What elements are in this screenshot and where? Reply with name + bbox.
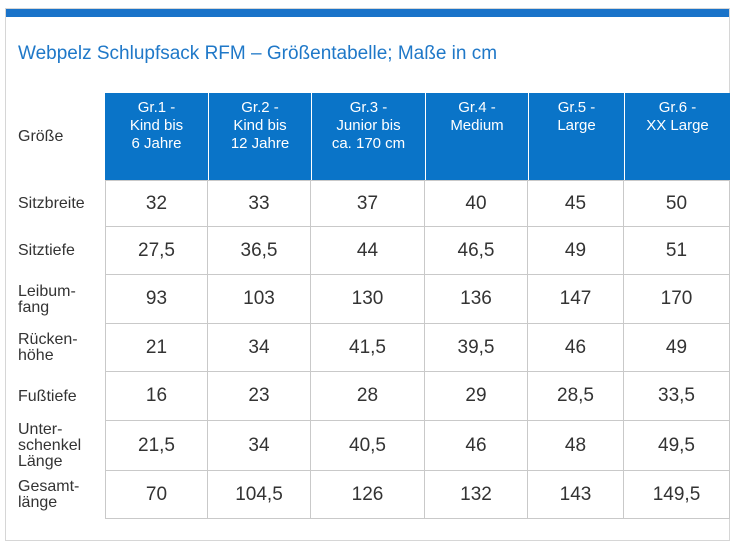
size-chart-card: Webpelz Schlupfsack RFM – Größentabelle;… [5,8,730,541]
table-cell: 21,5 [105,421,208,471]
table-cell: 40 [425,180,528,227]
table-cell: 39,5 [425,324,528,372]
column-header-size-5: Gr.5 - Large [528,93,624,180]
table-cell: 45 [528,180,624,227]
table-cell: 21 [105,324,208,372]
column-header-size-6: Gr.6 - XX Large [624,93,730,180]
column-header-size-3: Gr.3 - Junior bis ca. 170 cm [311,93,425,180]
table-cell: 93 [105,275,208,324]
table-cell: 46 [528,324,624,372]
table-cell: 48 [528,421,624,471]
row-label: Fußtiefe [18,387,77,405]
table-cell: 132 [425,471,528,519]
page-title: Webpelz Schlupfsack RFM – Größentabelle;… [18,43,498,64]
table-cell: 34 [208,324,311,372]
row-label: Sitztiefe [18,242,75,259]
table-cell: 130 [311,275,425,324]
column-header-size-1: Gr.1 - Kind bis 6 Jahre [105,93,208,180]
table-cell: 40,5 [311,421,425,471]
accent-bar [6,9,729,17]
table-cell: 46,5 [425,227,528,275]
table-cell: 103 [208,275,311,324]
row-label: Gesamt- länge [18,478,80,511]
table-cell: 16 [105,372,208,421]
table-cell: 49 [624,324,730,372]
row-label: Leibum- fang [18,282,76,316]
table-cell: 27,5 [105,227,208,275]
table-cell: 126 [311,471,425,519]
table-cell: 32 [105,180,208,227]
table-cell: 29 [425,372,528,421]
table-cell: 46 [425,421,528,471]
row-label: Sitzbreite [18,194,85,212]
row-label: Rücken- höhe [18,331,78,364]
table-cell: 36,5 [208,227,311,275]
column-header-size-2: Gr.2 - Kind bis 12 Jahre [208,93,311,180]
size-table: Größe Gr.1 - Kind bis 6 Jahre Gr.2 - Kin… [15,93,730,519]
table-cell: 37 [311,180,425,227]
table-cell: 50 [624,180,730,227]
table-cell: 28 [311,372,425,421]
size-header-label: Größe [18,127,64,145]
table-cell: 49,5 [624,421,730,471]
table-cell: 51 [624,227,730,275]
table-cell: 33,5 [624,372,730,421]
table-cell: 41,5 [311,324,425,372]
table-cell: 136 [425,275,528,324]
table-cell: 143 [528,471,624,519]
table-cell: 147 [528,275,624,324]
row-label: Unter- schenkel Länge [18,421,82,470]
table-cell: 28,5 [528,372,624,421]
table-cell: 34 [208,421,311,471]
table-cell: 23 [208,372,311,421]
table-cell: 70 [105,471,208,519]
column-header-size-4: Gr.4 - Medium [425,93,528,180]
table-cell: 104,5 [208,471,311,519]
table-cell: 33 [208,180,311,227]
table-cell: 170 [624,275,730,324]
table-cell: 49 [528,227,624,275]
table-cell: 44 [311,227,425,275]
table-cell: 149,5 [624,471,730,519]
